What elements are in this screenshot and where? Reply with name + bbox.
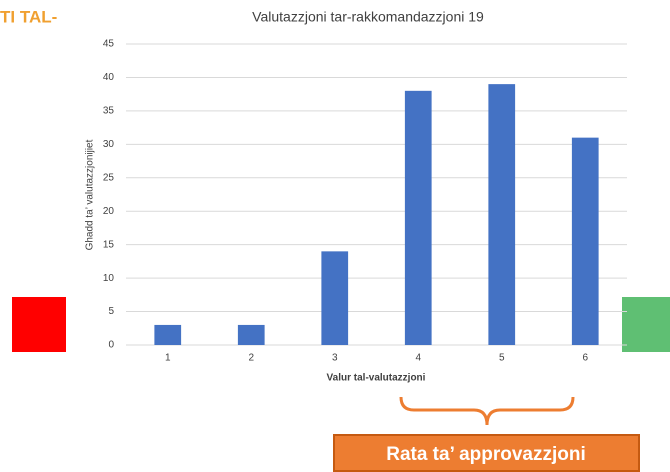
x-tick-label: 1 xyxy=(165,353,171,364)
x-tick-label: 2 xyxy=(248,353,254,364)
green-square xyxy=(622,297,670,352)
y-tick-label: 0 xyxy=(108,340,114,351)
y-tick-label: 30 xyxy=(103,139,115,150)
y-tick-label: 40 xyxy=(103,72,115,83)
brace xyxy=(399,396,575,426)
bar xyxy=(404,90,432,345)
bar xyxy=(488,84,516,345)
chart-title: Valutazzjoni tar-rakkomandazzjoni 19 xyxy=(252,9,484,25)
bar xyxy=(571,137,599,345)
approval-label: Rata ta’ approvazzjoni xyxy=(386,444,586,465)
approval-box xyxy=(333,434,640,472)
y-tick-label: 5 xyxy=(108,306,114,317)
x-tick-label: 3 xyxy=(332,353,338,364)
y-tick-label: 20 xyxy=(103,206,115,217)
heading-fragment: TI TAL- xyxy=(0,7,57,26)
y-axis-label: Ghadd ta’ valutazzjonijiet xyxy=(85,139,96,250)
y-tick-label: 35 xyxy=(103,106,115,117)
y-tick-label: 15 xyxy=(103,239,115,250)
x-tick-label: 6 xyxy=(582,353,588,364)
x-tick-label: 4 xyxy=(415,353,421,364)
y-tick-label: 45 xyxy=(103,39,115,50)
y-tick-label: 25 xyxy=(103,172,115,183)
x-tick-label: 5 xyxy=(499,353,505,364)
y-tick-label: 10 xyxy=(103,273,115,284)
red-square xyxy=(12,297,66,352)
bar xyxy=(237,324,265,345)
bar xyxy=(154,324,182,345)
bar xyxy=(321,251,349,345)
x-axis-label: Valur tal-valutazzjoni xyxy=(327,373,426,384)
